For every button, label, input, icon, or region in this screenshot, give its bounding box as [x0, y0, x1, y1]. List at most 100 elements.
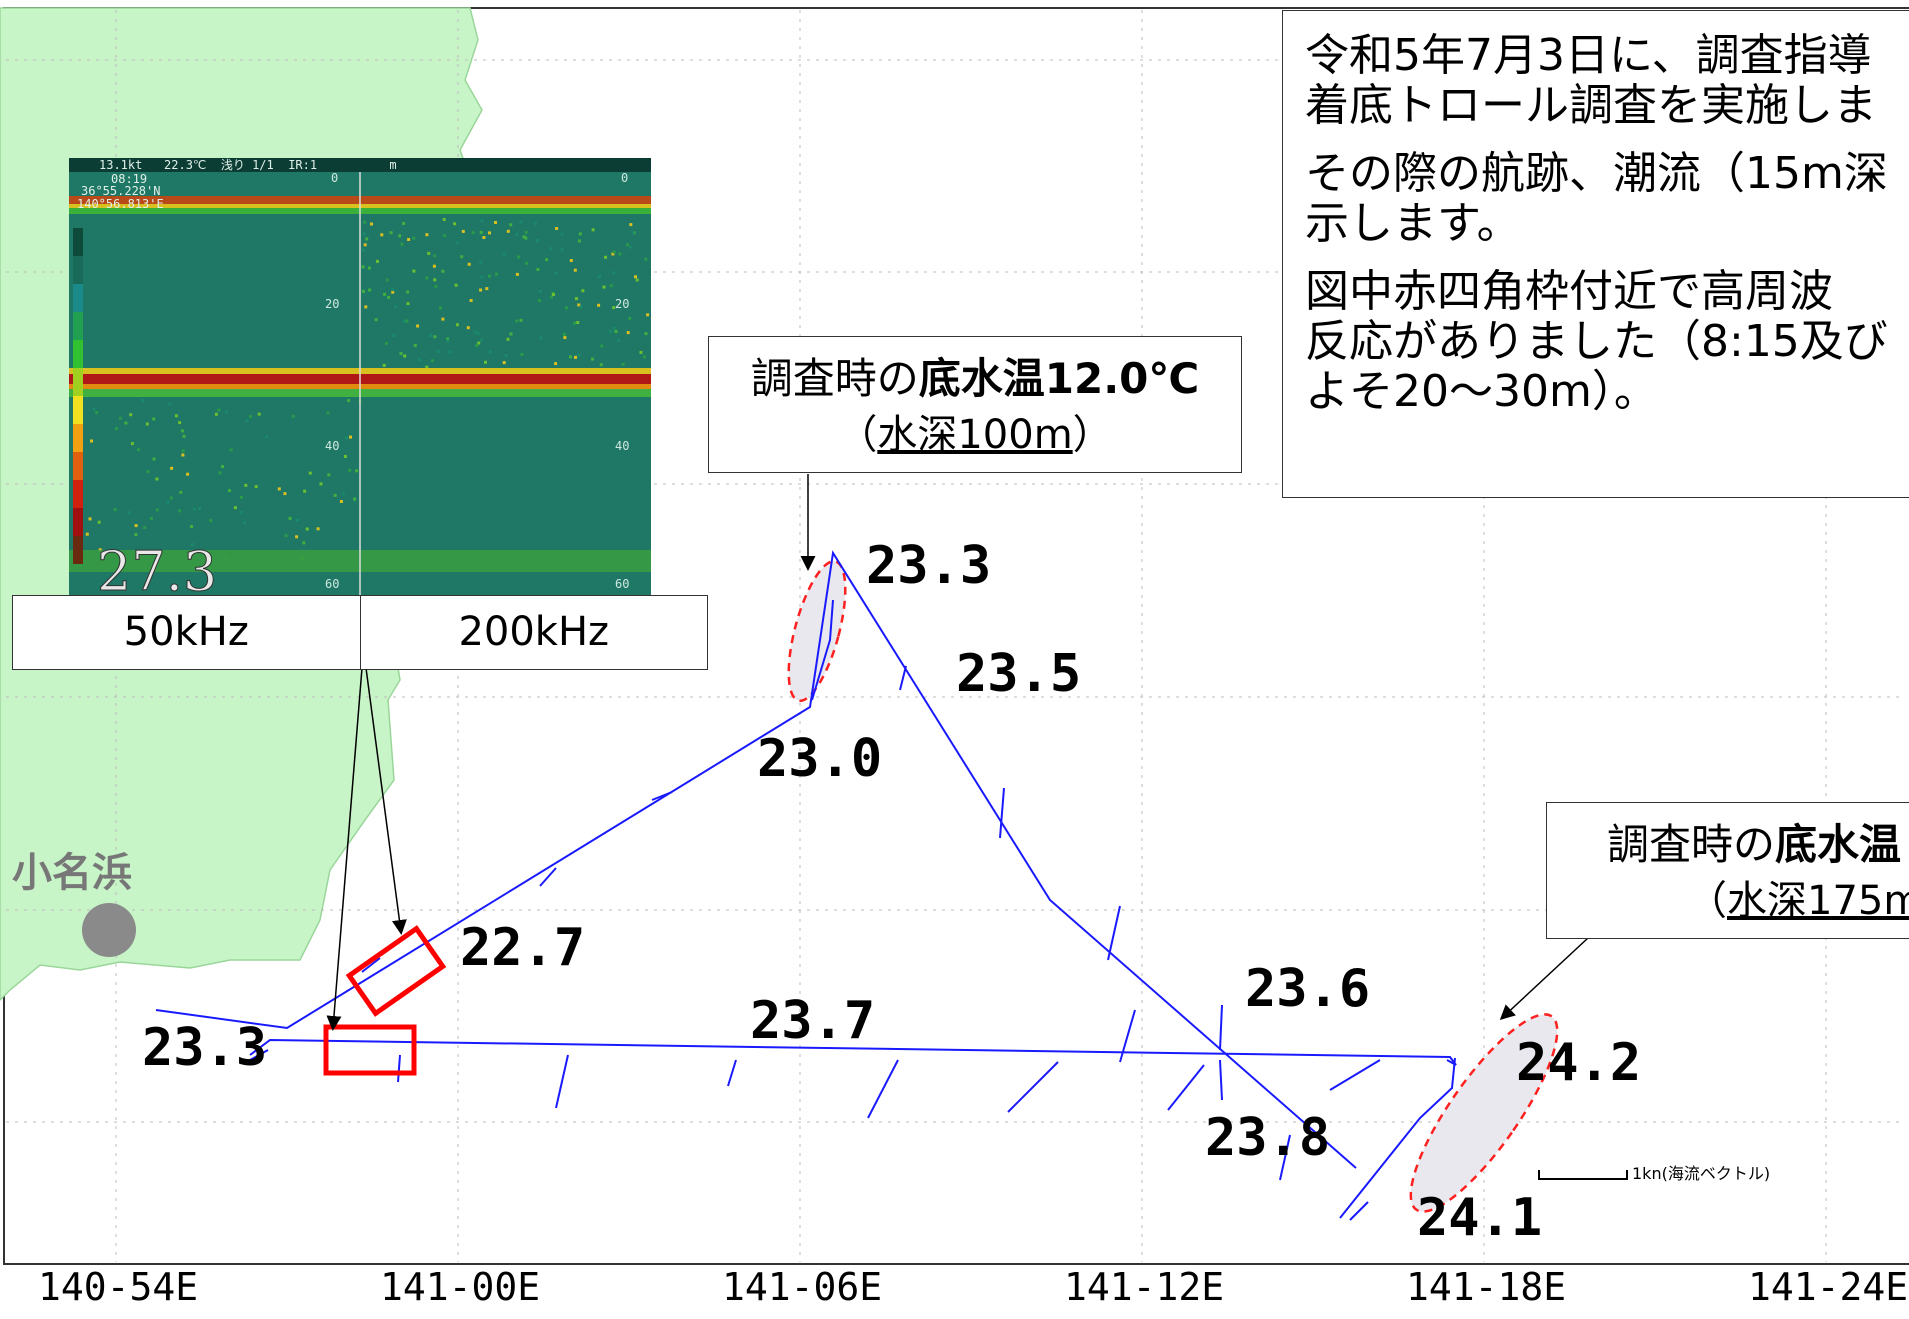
echo-speckle: [446, 337, 450, 341]
echo-speckle: [537, 299, 541, 303]
echo-speckle: [519, 318, 523, 322]
echo-speckle: [152, 417, 156, 421]
scale-label: 1kn(海流ベクトル): [1632, 1164, 1771, 1183]
echo-speckle: [563, 336, 567, 340]
echo-speckle: [560, 232, 564, 236]
echo-speckle: [228, 489, 231, 493]
echo-speckle: [626, 331, 630, 335]
echo-speckle: [461, 229, 465, 233]
echo-speckle: [502, 252, 506, 256]
echo-speckle: [552, 293, 555, 296]
svg-text:20: 20: [615, 297, 629, 311]
echo-speckle: [602, 285, 606, 289]
echo-speckle: [385, 278, 389, 282]
arrow-to-rect-2: [326, 667, 363, 1031]
echo-speckle: [634, 275, 637, 279]
echo-speckle: [186, 472, 190, 476]
echo-speckle: [480, 275, 484, 279]
info-paragraph: 図中赤四角枠付近で高周波 反応がありました（8:15及び よそ20〜30m）。: [1305, 266, 1888, 417]
echo-speckle: [383, 292, 387, 296]
echo-speckle: [618, 252, 622, 256]
svg-text:0: 0: [621, 171, 628, 185]
echo-speckle: [403, 354, 407, 358]
echo-speckle: [612, 326, 616, 330]
echo-speckle: [277, 487, 281, 491]
echo-speckle: [600, 344, 604, 348]
echo-speckle: [479, 260, 483, 264]
current-vector: [555, 1054, 569, 1109]
echo-speckle: [433, 254, 437, 258]
echo-speckle: [576, 321, 580, 324]
echo-speckle: [502, 361, 506, 365]
echo-speckle: [578, 232, 582, 236]
echo-speckle: [407, 238, 411, 241]
echo-speckle: [364, 305, 368, 309]
echo-speckle: [456, 241, 460, 244]
temp-label: 23.0: [757, 729, 883, 789]
echo-speckle: [248, 414, 252, 418]
ellipse-north: [787, 559, 847, 703]
echo-speckle: [621, 362, 625, 366]
echo-speckle: [536, 239, 539, 242]
echo-speckle: [137, 448, 141, 452]
echo-speckle: [515, 272, 519, 276]
current-vector: [249, 1049, 269, 1061]
echo-speckle: [485, 287, 489, 291]
echo-speckle: [473, 330, 477, 334]
echo-speckle: [416, 324, 420, 328]
echo-speckle: [412, 236, 416, 240]
ellipse-southeast: [1409, 1013, 1559, 1213]
temp-label: 23.7: [750, 991, 876, 1051]
current-vector: [539, 867, 557, 887]
echo-speckle: [113, 508, 117, 511]
echo-speckle: [646, 313, 650, 317]
echo-speckle: [539, 336, 543, 340]
echo-speckle: [555, 227, 559, 230]
current-scale-legend: 1kn(海流ベクトル): [1538, 1160, 1770, 1184]
current-vector: [1007, 1061, 1059, 1113]
echo-speckle: [169, 496, 173, 500]
echo-speckle: [174, 414, 178, 418]
current-vector: [1219, 1004, 1223, 1051]
echo-speckle: [245, 419, 249, 423]
echo-speckle: [574, 355, 577, 359]
echo-speckle: [515, 232, 519, 236]
echo-area-rect-1: [345, 925, 447, 1017]
colour-scale: [73, 228, 83, 564]
current-vector: [899, 665, 907, 691]
temp-label: 23.5: [956, 644, 1082, 704]
echo-speckle: [433, 335, 437, 339]
echo-speckle: [446, 339, 450, 343]
echo-speckle: [604, 255, 607, 259]
current-vector: [1219, 1059, 1223, 1101]
echo-speckle: [520, 353, 524, 356]
svg-text:60: 60: [325, 577, 339, 591]
temp-label: 24.1: [1417, 1188, 1543, 1248]
echo-speckle: [405, 319, 409, 323]
echo-speckle: [168, 402, 172, 406]
echo-speckle: [97, 520, 101, 524]
current-vector: [1167, 1064, 1205, 1111]
freq-label-50khz: 50kHz: [13, 596, 361, 669]
echo-speckle: [560, 248, 564, 252]
echo-speckle: [283, 492, 287, 496]
echo-speckle: [155, 508, 159, 512]
echo-speckle: [577, 303, 581, 307]
echo-speckle: [406, 290, 410, 294]
echo-speckle: [180, 429, 184, 433]
echo-speckle: [488, 350, 492, 354]
echo-speckle: [579, 305, 583, 309]
echo-speckle: [181, 453, 185, 457]
echo-speckle: [118, 416, 122, 420]
echo-speckle: [254, 485, 258, 489]
echo-speckle: [384, 341, 388, 345]
echo-speckle: [398, 234, 402, 238]
echo-speckle: [170, 466, 174, 470]
echo-speckle: [98, 548, 102, 552]
echo-speckle: [355, 469, 359, 473]
echo-speckle: [434, 284, 438, 288]
echo-speckle: [295, 535, 299, 539]
echo-speckle: [479, 288, 483, 292]
temp-label: 23.3: [866, 536, 992, 596]
echo-speckle: [389, 231, 393, 235]
